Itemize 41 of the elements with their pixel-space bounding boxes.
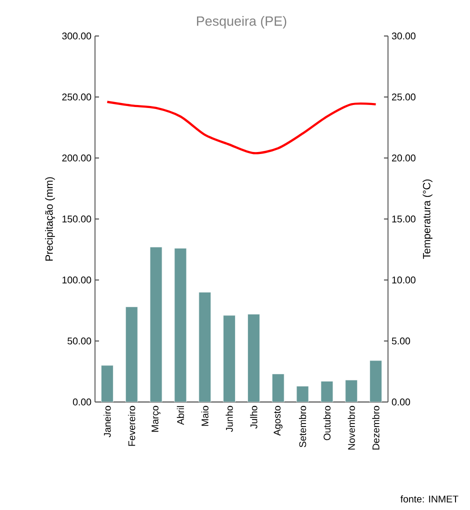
y2-tick-label: 30.00 (392, 32, 416, 40)
x-tick-label: Outubro (323, 406, 331, 440)
bar (248, 314, 260, 402)
y2-tick-label: 25.00 (392, 94, 416, 100)
y-tick-label: 150.00 (62, 216, 92, 222)
bar (101, 365, 114, 402)
y-tick-label: 50.00 (68, 338, 92, 344)
y-tick-label: 200.00 (62, 154, 92, 162)
y2-tick-label: 15.00 (392, 216, 416, 222)
x-tick-label: Julho (250, 406, 258, 429)
x-tick-label: Maio (201, 406, 208, 426)
chart-title: Pesqueira (PE) (197, 16, 286, 29)
x-tick-label: Dezembro (372, 406, 380, 450)
bar (370, 360, 382, 402)
y-axis-title: Precipitação (mm) (45, 177, 55, 261)
x-tick-label: Fevereiro (128, 406, 136, 446)
y2-tick-label: 5.00 (392, 338, 410, 344)
bar (198, 292, 212, 402)
bar (150, 246, 162, 402)
bar (125, 306, 138, 402)
source-note: fonte: INMET (400, 495, 458, 502)
x-tick-label: Janeiro (104, 406, 111, 438)
x-tick-label: Setembro (298, 406, 306, 448)
y-tick-label: 250.00 (62, 94, 92, 100)
x-tick-label: Agosto (274, 406, 282, 436)
y-tick-label: 100.00 (62, 276, 92, 284)
x-tick-label: Março (152, 406, 160, 432)
bar (345, 380, 358, 402)
line-series (106, 100, 377, 154)
y-tick-label: 300.00 (62, 32, 92, 40)
y2-tick-label: 10.00 (392, 276, 416, 284)
x-tick-label: Junho (226, 406, 233, 432)
y2-tick-label: 0.00 (392, 398, 410, 406)
y2-tick-label: 20.00 (392, 154, 416, 162)
bar (272, 374, 284, 402)
bar (174, 248, 187, 402)
x-tick-label: Novembro (348, 406, 355, 450)
y2-axis-title: Temperatura (°C) (422, 180, 432, 259)
x-tick-label: Abril (176, 406, 184, 425)
y-tick-label: 0.00 (72, 398, 92, 406)
bar (223, 315, 236, 402)
